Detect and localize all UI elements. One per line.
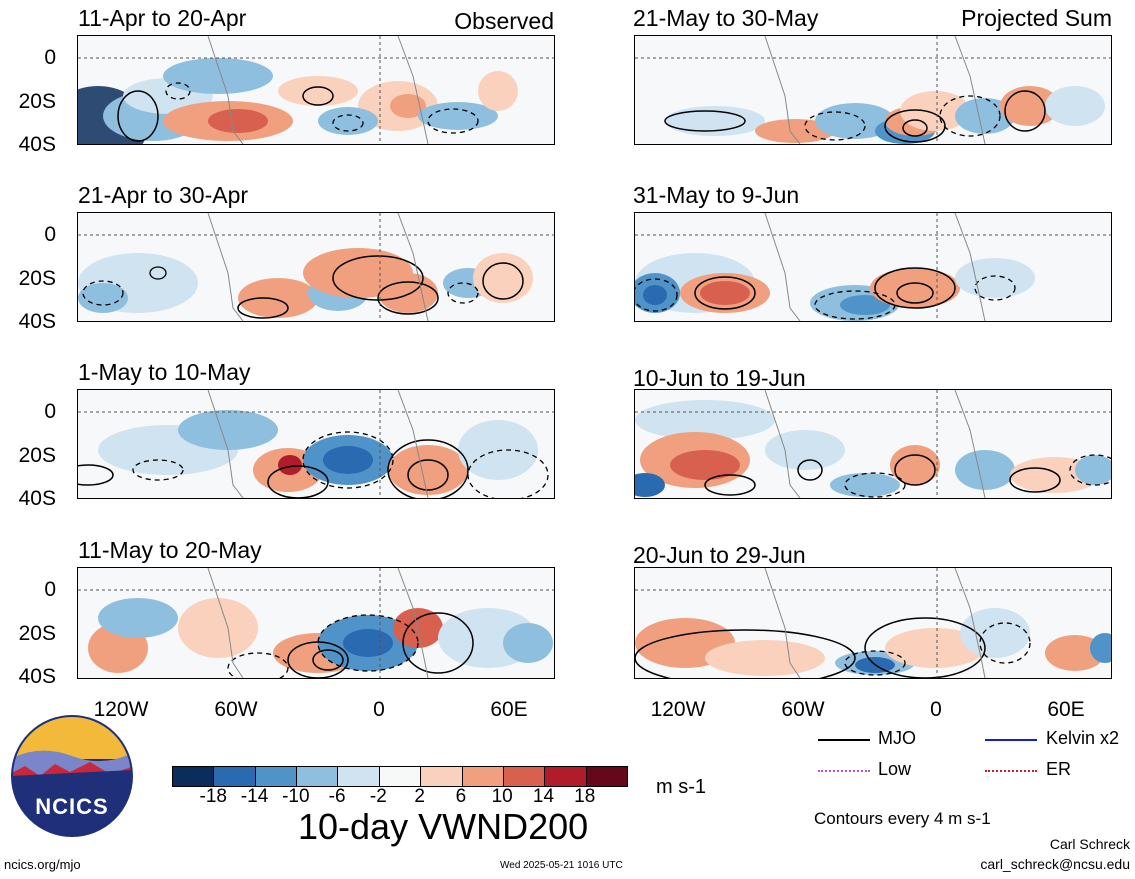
- legend: MJO Kelvin x2 Low ER: [810, 726, 1130, 786]
- ytick-label: 40S: [18, 665, 56, 688]
- ytick-label: 40S: [18, 487, 56, 510]
- colorbar-swatch: [254, 767, 297, 786]
- xtick-label: 0: [930, 698, 942, 721]
- ytick-label: 20S: [18, 622, 56, 645]
- map-panel-right-2: [634, 212, 1112, 322]
- colorbar-swatch: [378, 767, 421, 786]
- colorbar-tick-label: 2: [414, 786, 425, 807]
- ytick-label: 40S: [18, 133, 56, 156]
- footer-timestamp: Wed 2025-05-21 1016 UTC: [500, 860, 623, 871]
- colorbar-tick-label: 18: [574, 786, 596, 807]
- xtick-label: 60E: [1047, 698, 1085, 721]
- map-panel-left-4: [77, 567, 555, 679]
- logo-text: NCICS: [35, 794, 109, 819]
- colorbar-swatch: [420, 767, 462, 786]
- ytick-label: 0: [44, 46, 56, 69]
- colorbar-swatch: [461, 767, 503, 786]
- panel-right-1-tag: Projected Sum: [961, 5, 1112, 31]
- ncics-logo: NCICS: [10, 714, 134, 838]
- colorbar-swatch: [337, 767, 379, 786]
- legend-label-mjo: MJO: [878, 728, 916, 748]
- map-panel-left-3: [77, 389, 555, 499]
- panel-right-4-title: 20-Jun to 29-Jun: [633, 542, 806, 568]
- map-panel-left-2: [77, 212, 555, 322]
- colorbar-tick-label: -18: [199, 786, 227, 807]
- panel-left-3-title: 1-May to 10-May: [78, 359, 251, 385]
- ytick-label: 0: [44, 400, 56, 423]
- colorbar: [172, 766, 628, 787]
- colorbar-tick-label: 10: [491, 786, 513, 807]
- colorbar-tick-label: 14: [532, 786, 555, 807]
- main-title: 10-day VWND200: [298, 806, 589, 847]
- xtick-label: 0: [373, 698, 385, 721]
- xtick-label: 60W: [781, 698, 825, 721]
- colorbar-swatch: [544, 767, 586, 786]
- contour-note: Contours every 4 m s-1: [814, 809, 991, 828]
- panel-right-1-title: 21-May to 30-May: [633, 5, 819, 31]
- map-panel-right-4: [634, 567, 1112, 679]
- colorbar-tick-label: -10: [282, 786, 310, 807]
- panel-left-1-title: 11-Apr to 20-Apr: [78, 5, 247, 31]
- panel-left-4-title: 11-May to 20-May: [78, 537, 262, 563]
- xtick-label: 60W: [214, 698, 258, 721]
- colorbar-tick-label: -2: [369, 786, 387, 807]
- colorbar-swatch: [296, 767, 338, 786]
- ytick-label: 40S: [18, 310, 56, 333]
- colorbar-swatch: [502, 767, 545, 786]
- panel-right-2-title: 31-May to 9-Jun: [633, 182, 800, 208]
- xtick-label: 120W: [93, 698, 149, 721]
- footer-site: ncics.org/mjo: [4, 857, 81, 872]
- map-panel-right-1: [634, 35, 1112, 145]
- panel-left-2-title: 21-Apr to 30-Apr: [78, 182, 249, 208]
- colorbar-tick-label: 6: [455, 786, 467, 807]
- panel-right-3-title: 10-Jun to 19-Jun: [633, 365, 806, 391]
- xtick-label: 60E: [490, 698, 528, 721]
- ytick-label: 20S: [18, 267, 56, 290]
- map-panel-left-1: [77, 35, 555, 145]
- ytick-label: 20S: [18, 444, 56, 467]
- legend-line-er: [985, 770, 1037, 772]
- colorbar-swatch: [213, 767, 255, 786]
- map-panel-right-3: [634, 389, 1112, 499]
- ytick-label: 0: [44, 223, 56, 246]
- footer-author: Carl Schreck: [1049, 836, 1130, 852]
- footer-email: carl_schreck@ncsu.edu: [980, 856, 1130, 872]
- colorbar-swatch: [173, 767, 214, 786]
- colorbar-tick-label: -6: [328, 786, 346, 807]
- legend-label-er: ER: [1046, 759, 1072, 779]
- legend-line-low: [818, 770, 870, 772]
- colorbar-units: m s-1: [656, 776, 706, 798]
- xtick-label: 120W: [650, 698, 706, 721]
- ytick-label: 20S: [18, 90, 56, 113]
- legend-label-low: Low: [878, 759, 912, 779]
- colorbar-swatch: [585, 767, 627, 786]
- ytick-label: 0: [44, 578, 56, 601]
- legend-label-kelvin: Kelvin x2: [1046, 728, 1120, 748]
- legend-line-mjo: [818, 739, 870, 741]
- panel-left-1-tag: Observed: [454, 8, 554, 34]
- colorbar-tick-label: -14: [240, 786, 269, 807]
- colorbar-labels: -18 -14 -10 -6 -2 2 6 10 14 18: [172, 786, 626, 810]
- legend-line-kelvin: [985, 739, 1037, 741]
